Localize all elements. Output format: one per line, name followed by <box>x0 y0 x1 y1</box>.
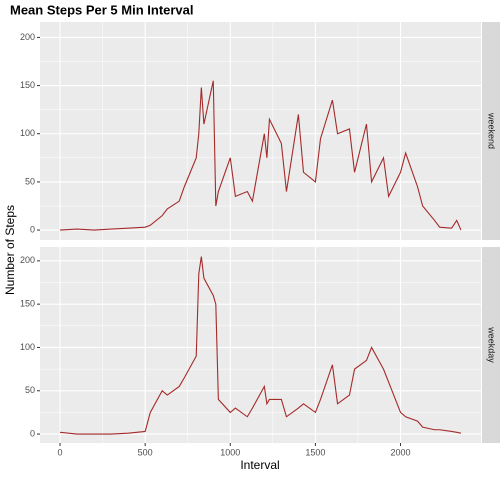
line <box>60 80 462 231</box>
y-tick-label: 100 <box>20 128 35 138</box>
y-tick-label: 50 <box>25 385 35 395</box>
y-tick-label: 200 <box>20 32 35 42</box>
chart-title: Mean Steps Per 5 Min Interval <box>10 2 194 17</box>
x-tick-label: 0 <box>58 447 63 457</box>
facet-strip <box>482 247 500 443</box>
y-tick-label: 50 <box>25 176 35 186</box>
x-tick-label: 500 <box>138 447 153 457</box>
panel-background <box>40 22 481 240</box>
y-tick-label: 150 <box>20 299 35 309</box>
panel-background <box>40 247 481 443</box>
x-tick-label: 1500 <box>305 447 325 457</box>
y-axis-label: Number of Steps <box>3 205 17 295</box>
facet-strip <box>482 22 500 240</box>
x-tick-label: 1000 <box>220 447 240 457</box>
x-axis-label: Interval <box>240 458 279 472</box>
facet-label: weekday <box>487 326 497 363</box>
y-tick-label: 0 <box>30 224 35 234</box>
facet-label: weekend <box>487 112 497 149</box>
y-tick-label: 150 <box>20 80 35 90</box>
y-tick-label: 200 <box>20 255 35 265</box>
x-tick-label: 2000 <box>391 447 411 457</box>
line <box>59 256 462 435</box>
y-tick-label: 100 <box>20 342 35 352</box>
y-tick-label: 0 <box>30 428 35 438</box>
